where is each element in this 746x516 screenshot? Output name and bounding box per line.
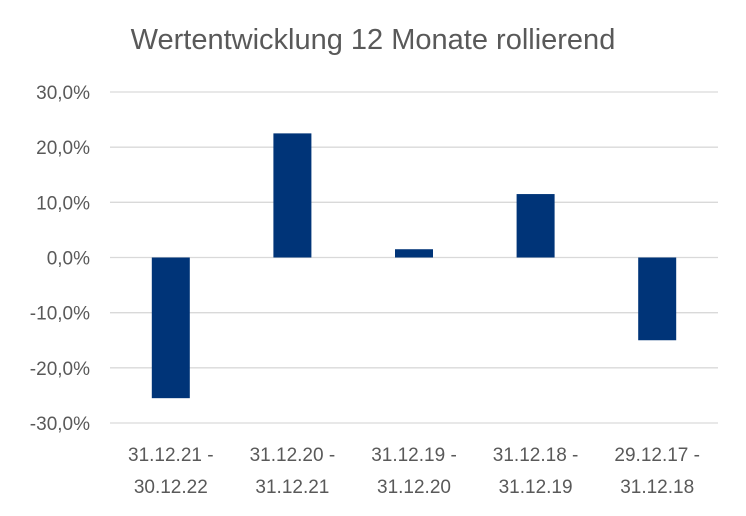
y-tick-label: 0,0% [47, 249, 90, 270]
y-tick-label: -20,0% [30, 359, 90, 380]
x-tick-label: 31.12.21 [255, 477, 329, 498]
bar [638, 257, 677, 341]
chart-title: Wertentwicklung 12 Monate rollierend [130, 24, 616, 56]
x-tick-label: 31.12.20 [377, 477, 451, 498]
x-tick-label: 31.12.19 [499, 477, 573, 498]
bar [151, 257, 190, 399]
x-tick-label: 29.12.17 - [614, 445, 700, 466]
x-tick-label: 31.12.18 [620, 477, 694, 498]
y-tick-label: 20,0% [36, 138, 90, 159]
y-tick-label: -30,0% [30, 414, 90, 435]
x-tick-label: 31.12.20 - [250, 445, 336, 466]
bar [273, 133, 312, 258]
bar [395, 249, 433, 258]
x-tick-label: 31.12.19 - [371, 445, 457, 466]
x-tick-label: 31.12.18 - [493, 445, 579, 466]
y-tick-label: -10,0% [30, 304, 90, 325]
x-tick-label: 30.12.22 [134, 477, 208, 498]
y-tick-label: 30,0% [36, 83, 90, 104]
y-tick-label: 10,0% [36, 193, 90, 214]
x-tick-label: 31.12.21 - [128, 445, 214, 466]
bar [516, 194, 555, 258]
